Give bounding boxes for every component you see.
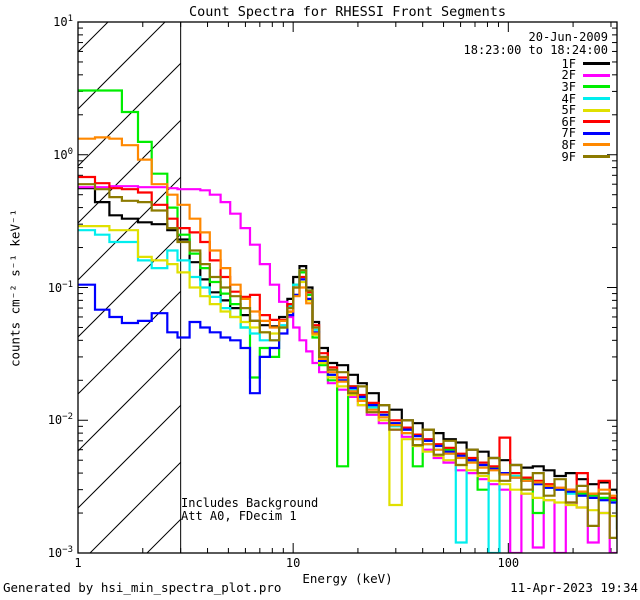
- legend-entry-6F: 6F: [561, 114, 610, 129]
- legend-color-line: [583, 62, 610, 66]
- spectrum-curve-9F: [78, 183, 617, 539]
- legend-color-line: [583, 108, 610, 112]
- observation-date: 20-Jun-2009: [528, 30, 608, 44]
- x-tick-label: 10: [285, 556, 301, 570]
- legend-entry-1F: 1F: [561, 56, 610, 71]
- observation-header: 20-Jun-2009 18:23:00 to 18:24:00: [464, 31, 609, 57]
- chart-title: Count Spectra for RHESSI Front Segments: [189, 4, 506, 20]
- spectra-curves: [78, 89, 617, 553]
- legend-label: 7F: [561, 126, 576, 141]
- legend-color-line: [583, 97, 610, 101]
- legend-label: 5F: [561, 103, 576, 118]
- legend-label: 9F: [561, 149, 576, 164]
- y-tick-label: 10−2: [47, 412, 73, 428]
- legend-label: 3F: [561, 79, 576, 94]
- x-tick-label: 1: [74, 556, 82, 570]
- annotation-background: Includes Background: [181, 496, 319, 510]
- legend-label: 6F: [561, 114, 576, 129]
- legend-entry-9F: 9F: [561, 149, 610, 164]
- legend-entry-2F: 2F: [561, 68, 610, 83]
- hatched-attenuation-region: [78, 22, 181, 553]
- legend-label: 1F: [561, 56, 576, 71]
- legend: 1F 2F 3F 4F 5F 6F 7F 8F 9F: [561, 56, 610, 164]
- y-axis-label: counts cm⁻² s⁻¹ keV⁻¹: [7, 208, 23, 368]
- y-tick-label: 10−3: [47, 545, 73, 560]
- spectrum-curve-5F: [78, 225, 617, 520]
- legend-entry-4F: 4F: [561, 91, 610, 106]
- legend-entry-7F: 7F: [561, 126, 610, 141]
- legend-color-line: [583, 155, 610, 159]
- annotation-attenuator: Att A0, FDecim 1: [181, 508, 297, 523]
- y-tick-label: 100: [53, 146, 73, 162]
- y-tick-label: 101: [53, 14, 73, 29]
- x-axis-label: Energy (keV): [302, 571, 393, 586]
- footer-generator-note: Generated by hsi_min_spectra_plot.pro: [3, 580, 282, 595]
- legend-entry-8F: 8F: [561, 137, 610, 152]
- legend-label: 8F: [561, 137, 576, 152]
- legend-color-line: [583, 143, 610, 147]
- legend-color-line: [583, 85, 610, 89]
- legend-entry-5F: 5F: [561, 103, 610, 118]
- legend-label: 2F: [561, 68, 576, 83]
- legend-color-line: [583, 120, 610, 124]
- legend-color-line: [583, 73, 610, 77]
- observation-time-range: 18:23:00 to 18:24:00: [463, 43, 609, 57]
- x-tick-label: 100: [497, 556, 520, 570]
- legend-entry-3F: 3F: [561, 79, 610, 94]
- legend-color-line: [583, 131, 610, 135]
- y-tick-label: 10−1: [47, 279, 73, 295]
- plot-annotations: Includes Background Att A0, FDecim 1: [181, 497, 318, 522]
- legend-label: 4F: [561, 91, 576, 106]
- footer-timestamp: 11-Apr-2023 19:34: [510, 580, 638, 595]
